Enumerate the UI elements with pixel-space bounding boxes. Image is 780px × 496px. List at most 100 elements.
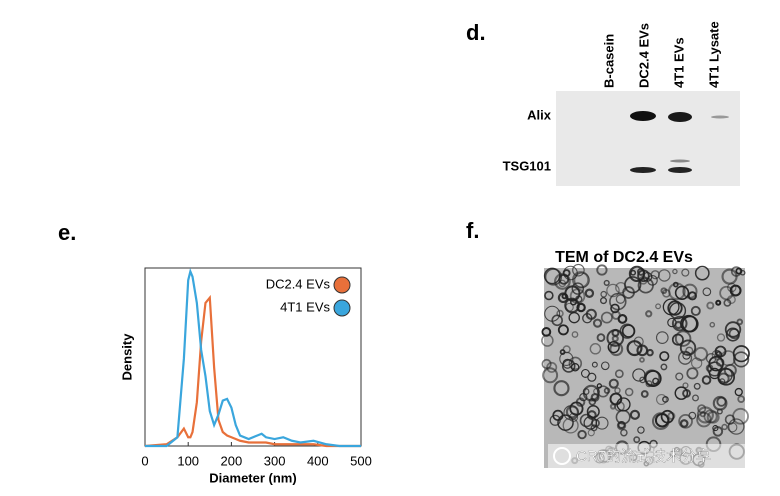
particle xyxy=(733,351,750,368)
particle xyxy=(591,361,598,368)
particle xyxy=(590,424,598,432)
particle xyxy=(686,367,699,380)
particle xyxy=(656,394,668,406)
particle xyxy=(568,356,583,371)
particle xyxy=(691,357,703,369)
particle xyxy=(600,290,608,298)
particle xyxy=(617,314,628,324)
particle xyxy=(655,331,669,344)
particle xyxy=(690,305,701,316)
particle xyxy=(581,369,590,378)
particle xyxy=(557,414,574,431)
particle xyxy=(688,411,697,420)
particle xyxy=(574,272,590,289)
particle xyxy=(616,420,627,431)
particle xyxy=(708,367,721,380)
particle xyxy=(614,401,625,412)
x-tick-label: 0 xyxy=(141,453,148,468)
particle xyxy=(693,382,701,390)
plot-frame xyxy=(144,267,362,447)
tem-title: TEM of DC2.4 EVs xyxy=(555,249,693,266)
particle xyxy=(685,346,694,355)
x-tick-label: 500 xyxy=(350,453,372,468)
particle xyxy=(680,314,698,333)
particle xyxy=(679,339,697,356)
particle xyxy=(570,363,580,372)
particle xyxy=(569,298,577,306)
particle xyxy=(600,311,613,324)
particle xyxy=(609,342,624,357)
legend-marker xyxy=(333,299,351,317)
particle xyxy=(721,423,728,431)
particle xyxy=(636,267,646,276)
particle xyxy=(610,303,620,314)
watermark-icon xyxy=(553,447,571,465)
x-tick-label: 200 xyxy=(221,453,243,468)
particle xyxy=(667,300,683,316)
particle xyxy=(701,375,712,385)
particle xyxy=(589,343,602,355)
panel-label: e. xyxy=(58,220,76,245)
particle xyxy=(622,286,635,299)
particle xyxy=(614,369,624,379)
particle xyxy=(571,282,585,295)
particle xyxy=(724,321,742,338)
y-axis-label: Density xyxy=(119,333,134,381)
particle xyxy=(659,351,670,362)
particle xyxy=(679,419,689,428)
particle xyxy=(572,263,585,277)
particle xyxy=(660,409,675,424)
lane-label: DC2.4 EVs xyxy=(636,23,651,88)
particle xyxy=(681,268,690,277)
particle xyxy=(662,396,669,403)
particle xyxy=(709,321,716,328)
x-tick-label: 100 xyxy=(177,453,199,468)
series-line xyxy=(144,294,361,448)
particle xyxy=(579,393,588,402)
particle xyxy=(668,302,687,320)
lane-label: 4T1 Lysate xyxy=(706,21,721,88)
legend-marker xyxy=(333,276,351,294)
particle xyxy=(614,387,621,394)
particle xyxy=(708,355,724,372)
particle xyxy=(667,317,677,328)
particle xyxy=(603,279,610,287)
particle xyxy=(554,273,571,290)
particle xyxy=(582,313,593,324)
particle xyxy=(586,405,600,419)
particle xyxy=(711,349,722,360)
particle xyxy=(577,429,587,440)
particle xyxy=(694,265,710,281)
particle xyxy=(678,413,693,429)
particle xyxy=(734,387,743,397)
particle xyxy=(542,367,559,384)
legend-label: 4T1 EVs xyxy=(280,299,330,314)
particle xyxy=(561,359,576,373)
particle xyxy=(629,409,641,420)
particle xyxy=(541,358,552,370)
row-label: TSG101 xyxy=(503,158,551,173)
particle xyxy=(544,305,561,322)
panel-label: f. xyxy=(466,218,479,243)
particle xyxy=(609,292,627,311)
particle xyxy=(645,310,653,318)
particle xyxy=(730,266,742,277)
x-axis-label: Diameter (nm) xyxy=(209,470,296,485)
particle xyxy=(674,386,689,400)
particle xyxy=(712,425,719,432)
particle xyxy=(543,267,561,285)
particle xyxy=(596,264,608,276)
particle xyxy=(655,303,662,310)
particle xyxy=(636,344,649,357)
particle xyxy=(587,372,597,382)
particle xyxy=(645,380,653,388)
particle xyxy=(729,284,742,297)
particle xyxy=(556,309,564,318)
particle xyxy=(736,318,744,326)
particle xyxy=(682,382,689,389)
particle xyxy=(732,407,749,425)
particle xyxy=(714,350,722,357)
series-line xyxy=(145,267,361,448)
particle xyxy=(590,392,600,402)
particle xyxy=(571,331,579,338)
